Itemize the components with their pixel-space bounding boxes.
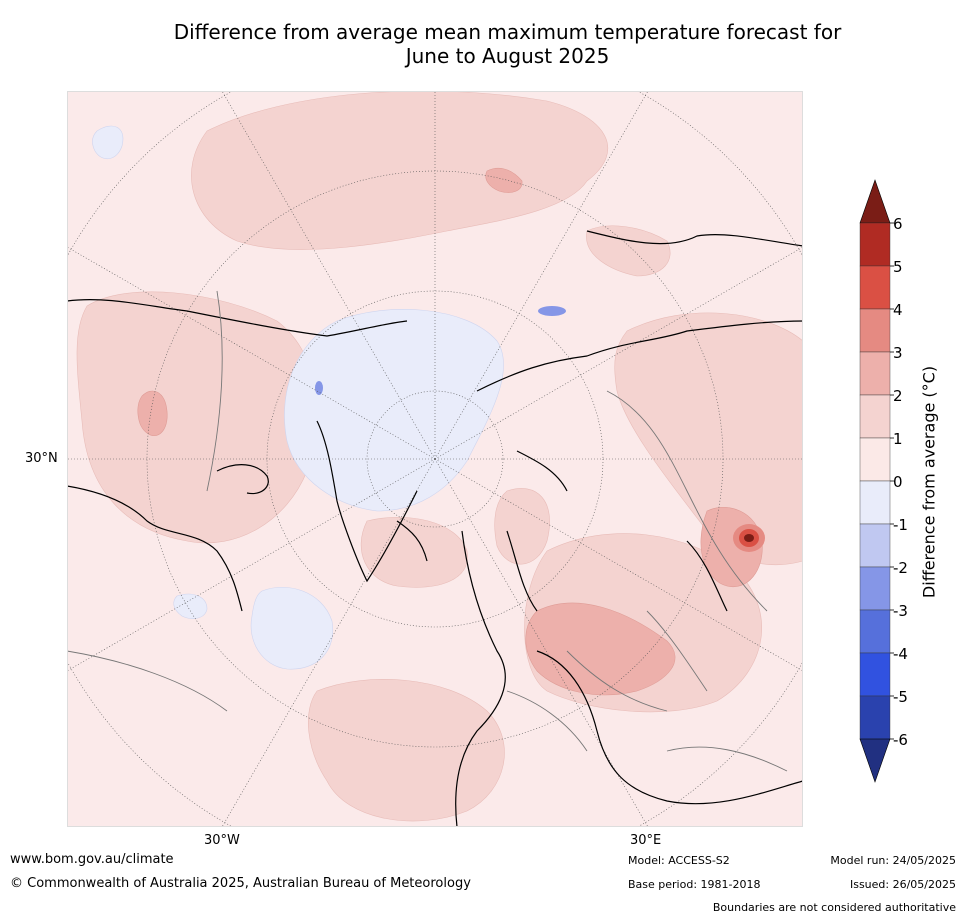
colorbar-bin bbox=[859, 351, 891, 396]
footer-copyright: © Commonwealth of Australia 2025, Austra… bbox=[10, 876, 471, 891]
coastlines bbox=[67, 230, 803, 827]
colorbar-tick-label: -6 bbox=[893, 731, 908, 749]
colorbar-tick-label: 0 bbox=[893, 473, 903, 491]
map-panel bbox=[67, 91, 803, 827]
footer-disclaimer: Boundaries are not considered authoritat… bbox=[712, 901, 956, 914]
map-svg bbox=[67, 91, 803, 827]
colorbar-tick-label: 6 bbox=[893, 215, 903, 233]
colorbar-tick-label: 5 bbox=[893, 258, 903, 276]
footer-model: Model: ACCESS-S2 bbox=[628, 854, 730, 867]
colorbar-bin bbox=[859, 265, 891, 310]
colorbar-label: Difference from average (°C) bbox=[919, 365, 939, 599]
lon-label-30w: 30°W bbox=[204, 833, 240, 848]
footer-issued: Issued: 26/05/2025 bbox=[849, 878, 956, 891]
footer-model-run: Model run: 24/05/2025 bbox=[830, 854, 956, 867]
colorbar-bin bbox=[859, 437, 891, 482]
footer-base-period: Base period: 1981-2018 bbox=[628, 878, 761, 891]
colorbar-tick-label: 1 bbox=[893, 430, 903, 448]
anomaly-1-2-regions bbox=[76, 91, 803, 822]
colorbar-extend-max bbox=[859, 179, 891, 224]
title-line-2: June to August 2025 bbox=[405, 44, 610, 68]
graticule bbox=[67, 91, 803, 827]
colorbar-tick-label: 4 bbox=[893, 301, 903, 319]
colorbar-tick-label: 2 bbox=[893, 387, 903, 405]
anomaly-minus2-minus1-regions bbox=[315, 306, 566, 395]
colorbar-bin bbox=[859, 222, 891, 267]
lat-label-30n: 30°N bbox=[25, 451, 58, 466]
colorbar-tick-label: -4 bbox=[893, 645, 908, 663]
anomaly-minus1-0-regions bbox=[92, 125, 504, 670]
colorbar-bin bbox=[859, 523, 891, 568]
colorbar: 6 5 4 3 2 1 0 -1 -2 -3 -4 -5 -6 bbox=[859, 179, 908, 783]
anomaly-hotspot bbox=[733, 524, 765, 552]
colorbar-bin bbox=[859, 609, 891, 654]
colorbar-tick-label: -3 bbox=[893, 602, 908, 620]
title-line-1: Difference from average mean maximum tem… bbox=[173, 20, 842, 44]
colorbar-bin bbox=[859, 480, 891, 525]
footer-website: www.bom.gov.au/climate bbox=[10, 852, 174, 867]
anomaly-2-3-regions bbox=[137, 168, 763, 696]
colorbar-tick-label: -5 bbox=[893, 688, 908, 706]
colorbar-tick-label: -2 bbox=[893, 559, 908, 577]
colorbar-extend-min bbox=[859, 738, 891, 783]
boundaries bbox=[67, 290, 788, 772]
colorbar-tick-label: -1 bbox=[893, 516, 908, 534]
colorbar-bin bbox=[859, 566, 891, 611]
colorbar-tick-label: 3 bbox=[893, 344, 903, 362]
chart-title: Difference from average mean maximum tem… bbox=[60, 20, 955, 68]
colorbar-bin bbox=[859, 695, 891, 740]
colorbar-bin bbox=[859, 652, 891, 697]
lon-label-30e: 30°E bbox=[630, 833, 662, 848]
colorbar-bin bbox=[859, 308, 891, 353]
colorbar-bin bbox=[859, 394, 891, 439]
